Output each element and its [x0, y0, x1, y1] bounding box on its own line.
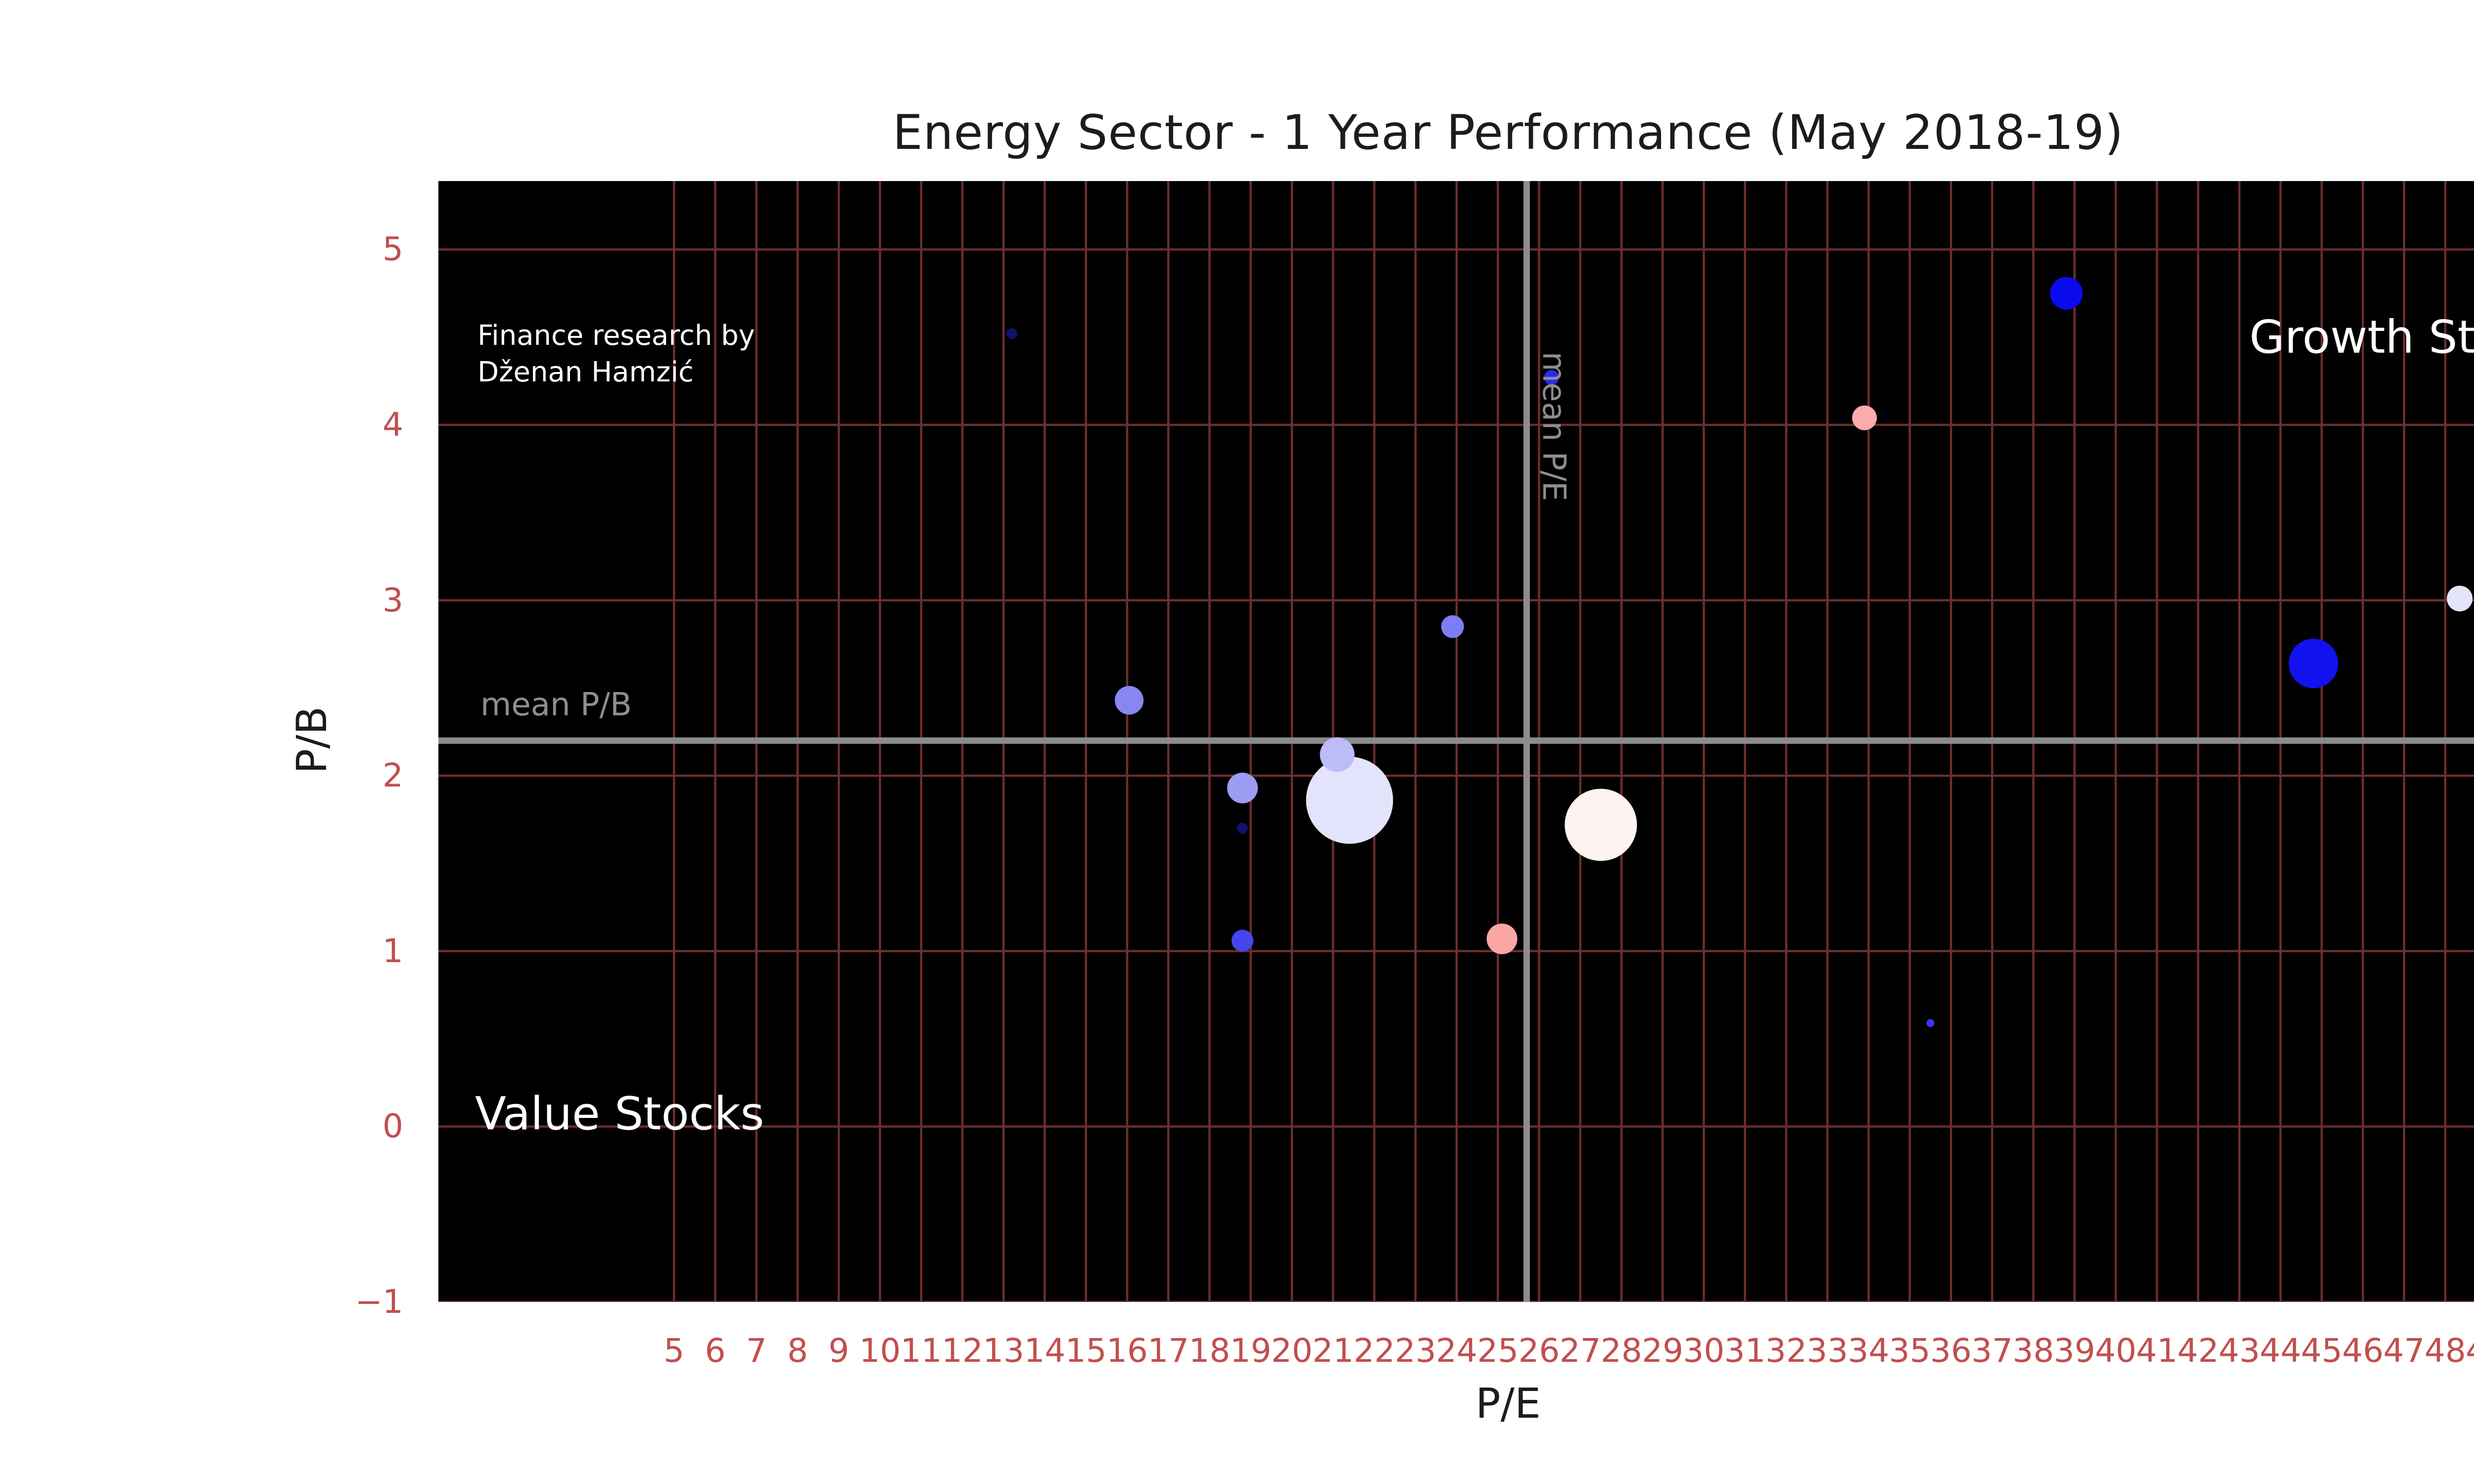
x-tick-label: 13 [983, 1332, 1025, 1370]
x-tick-label: 17 [1147, 1332, 1189, 1370]
x-tick-label: 21 [1312, 1332, 1354, 1370]
data-point [1544, 370, 1559, 385]
x-tick-label: 23 [1394, 1332, 1436, 1370]
x-tick-label: 12 [941, 1332, 983, 1370]
x-tick-label: 10 [859, 1332, 901, 1370]
chart-title: Energy Sector - 1 Year Performance (May … [892, 105, 2124, 160]
data-point [1232, 929, 1254, 952]
x-tick-label: 40 [2094, 1332, 2137, 1370]
x-tick-label: 14 [1024, 1332, 1066, 1370]
x-tick-label: 46 [2342, 1332, 2384, 1370]
data-point [1441, 615, 1464, 638]
data-point [1565, 788, 1637, 861]
x-tick-label: 28 [1600, 1332, 1642, 1370]
x-tick-label: 43 [2218, 1332, 2260, 1370]
x-tick-label: 27 [1559, 1332, 1601, 1370]
scatter-plot-svg [438, 181, 2474, 1302]
x-tick-label: 26 [1518, 1332, 1560, 1370]
y-tick-label: 2 [382, 756, 403, 795]
y-tick-label: 3 [382, 581, 403, 619]
y-axis-title: P/B [287, 706, 336, 774]
credit-annotation: Finance research by Dženan Hamzić [477, 320, 755, 388]
x-tick-label: 19 [1230, 1332, 1272, 1370]
x-tick-label: 8 [787, 1332, 808, 1370]
data-point [1926, 1019, 1935, 1027]
x-tick-label: 38 [2012, 1332, 2054, 1370]
x-tick-label: 22 [1353, 1332, 1395, 1370]
data-point [1320, 737, 1355, 772]
y-tick-label: 4 [382, 405, 403, 444]
x-tick-label: 37 [1971, 1332, 2013, 1370]
x-tick-label: 18 [1189, 1332, 1231, 1370]
x-tick-label: 49 [2452, 1332, 2474, 1370]
x-tick-label: 33 [1807, 1332, 1849, 1370]
x-tick-label: 25 [1477, 1332, 1519, 1370]
x-tick-label: 34 [1848, 1332, 1890, 1370]
x-tick-label: 24 [1435, 1332, 1477, 1370]
x-tick-label: 6 [705, 1332, 726, 1370]
x-tick-label: 41 [2136, 1332, 2178, 1370]
x-tick-label: 44 [2259, 1332, 2301, 1370]
x-tick-label: 16 [1106, 1332, 1148, 1370]
data-point [2447, 585, 2473, 611]
mean-pe-line-label: mean P/E [1535, 351, 1572, 502]
y-tick-label: −1 [355, 1283, 403, 1321]
data-point [1006, 328, 1017, 339]
x-tick-label: 7 [746, 1332, 767, 1370]
x-tick-label: 45 [2301, 1332, 2343, 1370]
data-point [2288, 639, 2338, 689]
mean-pb-line-label: mean P/B [480, 687, 632, 723]
x-tick-label: 11 [900, 1332, 942, 1370]
x-tick-label: 20 [1271, 1332, 1313, 1370]
x-tick-label: 32 [1765, 1332, 1807, 1370]
value-stocks-quadrant-label: Value Stocks [475, 1087, 764, 1140]
x-axis-title: P/E [1475, 1379, 1541, 1428]
y-tick-label: 5 [382, 230, 403, 269]
x-tick-label: 30 [1683, 1332, 1725, 1370]
data-point [1227, 772, 1258, 803]
y-tick-label: 1 [382, 931, 403, 970]
data-point [1486, 923, 1518, 954]
growth-stock-quadrant-label: Growth Stock [2249, 311, 2474, 364]
y-tick-label: 0 [382, 1107, 403, 1146]
data-point [1115, 686, 1144, 715]
data-point [2050, 277, 2083, 310]
x-tick-label: 36 [1930, 1332, 1972, 1370]
x-tick-label: 15 [1065, 1332, 1107, 1370]
x-tick-label: 29 [1642, 1332, 1684, 1370]
data-point [1306, 756, 1393, 844]
data-point [1237, 823, 1248, 834]
x-tick-label: 9 [828, 1332, 850, 1370]
x-tick-label: 42 [2177, 1332, 2219, 1370]
x-tick-label: 35 [1889, 1332, 1931, 1370]
plot-area: Finance research by Dženan Hamzić Growth… [438, 181, 2474, 1302]
data-point [1852, 405, 1877, 430]
x-tick-label: 47 [2383, 1332, 2425, 1370]
x-tick-label: 48 [2424, 1332, 2466, 1370]
x-tick-label: 39 [2053, 1332, 2095, 1370]
x-tick-label: 31 [1724, 1332, 1766, 1370]
x-tick-label: 5 [664, 1332, 685, 1370]
